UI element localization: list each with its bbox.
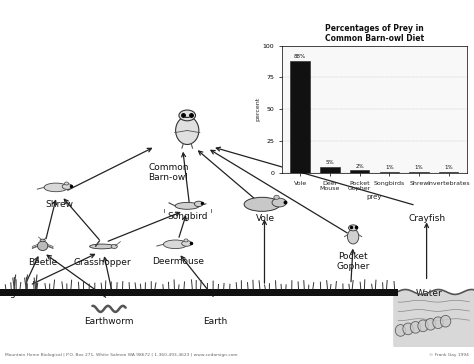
Text: Mountain Home Biological | P.O. Box 271, White Salmon WA 98672 | 1-360-493-4623 : Mountain Home Biological | P.O. Box 271,… <box>5 353 237 357</box>
Ellipse shape <box>37 241 48 250</box>
Bar <box>410 171 429 173</box>
Text: Crayfish: Crayfish <box>408 214 445 222</box>
Ellipse shape <box>164 240 187 249</box>
Ellipse shape <box>184 239 188 242</box>
X-axis label: prey: prey <box>367 194 382 200</box>
Bar <box>320 166 339 173</box>
Ellipse shape <box>272 198 286 207</box>
Ellipse shape <box>194 201 203 207</box>
Ellipse shape <box>403 323 413 335</box>
Ellipse shape <box>244 197 280 211</box>
Bar <box>439 171 458 173</box>
Text: FOOD WEB: FOOD WEB <box>153 5 321 33</box>
Ellipse shape <box>44 183 68 192</box>
Text: Water: Water <box>416 289 442 298</box>
Text: Shrew: Shrew <box>45 200 73 209</box>
Text: 88%: 88% <box>294 54 306 59</box>
Ellipse shape <box>175 116 199 145</box>
Text: Vole: Vole <box>256 214 275 222</box>
Text: Earthworm: Earthworm <box>84 317 134 325</box>
FancyBboxPatch shape <box>0 289 398 296</box>
Ellipse shape <box>410 321 421 333</box>
Ellipse shape <box>440 315 451 327</box>
Text: 2%: 2% <box>356 164 364 169</box>
Polygon shape <box>185 117 190 118</box>
Bar <box>350 170 369 173</box>
Ellipse shape <box>175 202 200 209</box>
Ellipse shape <box>111 245 117 249</box>
Bar <box>291 61 310 173</box>
Y-axis label: percent: percent <box>255 97 260 121</box>
Text: Songbird: Songbird <box>167 212 208 221</box>
Ellipse shape <box>64 182 69 185</box>
Text: 1%: 1% <box>445 165 453 170</box>
Polygon shape <box>204 204 207 205</box>
Ellipse shape <box>182 241 191 246</box>
Text: Grasshopper: Grasshopper <box>73 258 131 267</box>
Ellipse shape <box>348 225 358 231</box>
Bar <box>380 171 399 173</box>
Ellipse shape <box>274 195 279 199</box>
Ellipse shape <box>433 317 443 329</box>
Text: Beetle: Beetle <box>28 258 57 267</box>
Ellipse shape <box>347 229 359 244</box>
Text: 5%: 5% <box>326 160 334 165</box>
Text: Vegetation: Vegetation <box>0 289 49 298</box>
Ellipse shape <box>62 184 72 189</box>
Text: 1%: 1% <box>385 165 393 170</box>
Text: Pocket
Gopher: Pocket Gopher <box>337 252 370 272</box>
Text: 1%: 1% <box>415 165 423 170</box>
Ellipse shape <box>40 239 45 242</box>
Text: Deermouse: Deermouse <box>152 257 204 266</box>
Text: Earth: Earth <box>203 317 228 325</box>
Ellipse shape <box>179 110 195 121</box>
Ellipse shape <box>90 244 114 249</box>
Title: Percentages of Prey in
Common Barn-owl Diet: Percentages of Prey in Common Barn-owl D… <box>325 24 424 43</box>
Ellipse shape <box>418 320 428 332</box>
Ellipse shape <box>425 318 436 330</box>
Text: Common
Barn-owl: Common Barn-owl <box>148 163 189 182</box>
Ellipse shape <box>395 325 406 336</box>
Text: © Frank Gay 1994: © Frank Gay 1994 <box>429 353 469 357</box>
